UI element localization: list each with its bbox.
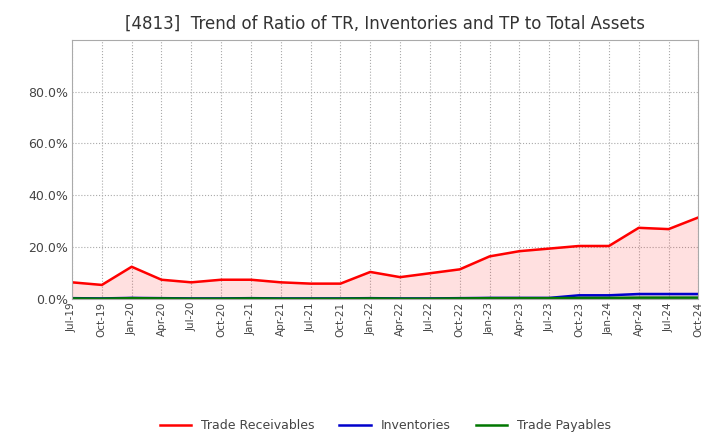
Inventories [187,296,196,301]
Trade Receivables [217,277,225,282]
Inventories [127,295,136,301]
Trade Receivables [247,277,256,282]
Inventories [97,296,106,301]
Inventories [217,296,225,301]
Line: Trade Receivables: Trade Receivables [72,217,698,285]
Trade Payables [336,296,345,301]
Inventories [456,296,464,301]
Trade Receivables [366,269,374,275]
Legend: Trade Receivables, Inventories, Trade Payables: Trade Receivables, Inventories, Trade Pa… [155,414,616,437]
Inventories [485,295,494,301]
Inventories [396,296,405,301]
Trade Payables [515,296,523,301]
Trade Receivables [396,275,405,280]
Trade Receivables [127,264,136,269]
Trade Payables [97,296,106,301]
Inventories [694,291,703,297]
Trade Payables [605,295,613,301]
Title: [4813]  Trend of Ratio of TR, Inventories and TP to Total Assets: [4813] Trend of Ratio of TR, Inventories… [125,15,645,33]
Trade Payables [694,295,703,300]
Trade Payables [127,296,136,301]
Trade Payables [575,295,583,301]
Inventories [575,293,583,298]
Inventories [366,296,374,301]
Trade Payables [187,296,196,301]
Trade Payables [545,296,554,301]
Inventories [247,296,256,301]
Inventories [68,296,76,301]
Inventories [336,296,345,301]
Trade Receivables [515,249,523,254]
Trade Receivables [456,267,464,272]
Trade Receivables [336,281,345,286]
Trade Receivables [605,243,613,249]
Trade Payables [366,296,374,301]
Trade Payables [426,296,434,301]
Trade Receivables [68,280,76,285]
Trade Receivables [426,271,434,276]
Trade Payables [485,296,494,301]
Line: Inventories: Inventories [72,294,698,298]
Trade Payables [217,296,225,301]
Inventories [157,296,166,301]
Trade Receivables [575,243,583,249]
Line: Trade Payables: Trade Payables [72,297,698,299]
Inventories [545,295,554,301]
Inventories [605,293,613,298]
Trade Payables [306,296,315,301]
Inventories [665,291,673,297]
Trade Payables [665,295,673,300]
Inventories [426,296,434,301]
Trade Receivables [276,280,285,285]
Trade Payables [276,296,285,301]
Trade Receivables [634,225,643,231]
Trade Receivables [157,277,166,282]
Trade Receivables [665,227,673,232]
Trade Receivables [694,215,703,220]
Trade Receivables [306,281,315,286]
Inventories [276,296,285,301]
Trade Payables [68,296,76,301]
Trade Payables [157,296,166,301]
Inventories [306,296,315,301]
Trade Payables [396,296,405,301]
Inventories [515,295,523,301]
Inventories [634,291,643,297]
Trade Receivables [545,246,554,251]
Trade Payables [634,295,643,300]
Trade Receivables [485,254,494,259]
Trade Receivables [187,280,196,285]
Trade Receivables [97,282,106,288]
Trade Payables [456,296,464,301]
Trade Payables [247,296,256,301]
